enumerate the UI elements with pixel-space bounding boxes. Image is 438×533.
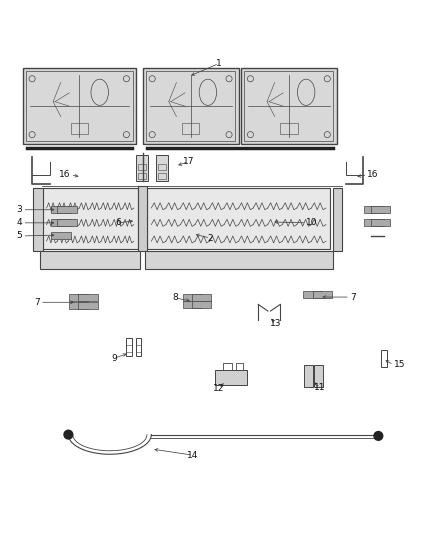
Polygon shape bbox=[78, 294, 98, 301]
Polygon shape bbox=[192, 302, 211, 309]
Polygon shape bbox=[51, 232, 71, 239]
Bar bbox=[381, 350, 387, 367]
Bar bbox=[127, 338, 132, 356]
Bar bbox=[241, 68, 337, 144]
Text: 16: 16 bbox=[59, 171, 71, 179]
Bar bbox=[280, 123, 297, 134]
Bar bbox=[158, 164, 166, 171]
Text: 10: 10 bbox=[306, 219, 318, 228]
Text: 3: 3 bbox=[17, 205, 22, 214]
Bar bbox=[42, 188, 138, 249]
Text: 5: 5 bbox=[17, 231, 22, 240]
Bar bbox=[143, 68, 239, 144]
Bar bbox=[182, 123, 199, 134]
Polygon shape bbox=[78, 302, 98, 309]
Circle shape bbox=[374, 432, 383, 440]
Bar bbox=[145, 251, 332, 269]
Bar bbox=[146, 71, 235, 141]
Bar bbox=[332, 188, 342, 251]
Text: 14: 14 bbox=[187, 450, 198, 459]
Text: 13: 13 bbox=[270, 319, 282, 328]
Polygon shape bbox=[51, 206, 71, 213]
Polygon shape bbox=[371, 206, 390, 213]
Polygon shape bbox=[183, 302, 202, 309]
Bar bbox=[314, 365, 323, 386]
Text: 16: 16 bbox=[367, 171, 379, 179]
Bar bbox=[136, 155, 148, 181]
Text: 12: 12 bbox=[213, 384, 225, 393]
Polygon shape bbox=[303, 292, 322, 298]
Text: 15: 15 bbox=[394, 360, 405, 369]
Bar bbox=[40, 251, 141, 269]
Bar bbox=[138, 164, 146, 171]
Polygon shape bbox=[371, 220, 390, 227]
Bar bbox=[138, 185, 147, 251]
Polygon shape bbox=[192, 294, 211, 301]
Bar bbox=[26, 71, 133, 141]
Text: 4: 4 bbox=[17, 219, 22, 228]
Bar bbox=[22, 68, 136, 144]
Polygon shape bbox=[364, 206, 384, 213]
Bar bbox=[215, 370, 247, 385]
Bar bbox=[33, 188, 43, 251]
Text: 2: 2 bbox=[208, 233, 213, 243]
Text: 6: 6 bbox=[116, 219, 121, 228]
Polygon shape bbox=[51, 220, 71, 227]
Polygon shape bbox=[69, 302, 88, 309]
Bar bbox=[147, 188, 330, 249]
Text: 8: 8 bbox=[173, 294, 178, 302]
Bar bbox=[304, 365, 313, 386]
Polygon shape bbox=[313, 292, 332, 298]
Bar bbox=[136, 338, 141, 356]
Text: 17: 17 bbox=[183, 157, 194, 166]
Polygon shape bbox=[57, 206, 77, 213]
Text: 11: 11 bbox=[314, 383, 325, 392]
Text: 7: 7 bbox=[34, 298, 40, 307]
Polygon shape bbox=[57, 220, 77, 227]
Text: 9: 9 bbox=[111, 354, 117, 362]
Polygon shape bbox=[69, 294, 88, 301]
Bar bbox=[71, 123, 88, 134]
Bar bbox=[155, 155, 168, 181]
Bar bbox=[138, 173, 146, 179]
Polygon shape bbox=[364, 220, 384, 227]
Text: 1: 1 bbox=[216, 59, 222, 68]
Bar bbox=[244, 71, 333, 141]
Bar bbox=[158, 173, 166, 179]
Circle shape bbox=[64, 430, 73, 439]
Text: 7: 7 bbox=[350, 293, 356, 302]
Polygon shape bbox=[183, 294, 202, 301]
